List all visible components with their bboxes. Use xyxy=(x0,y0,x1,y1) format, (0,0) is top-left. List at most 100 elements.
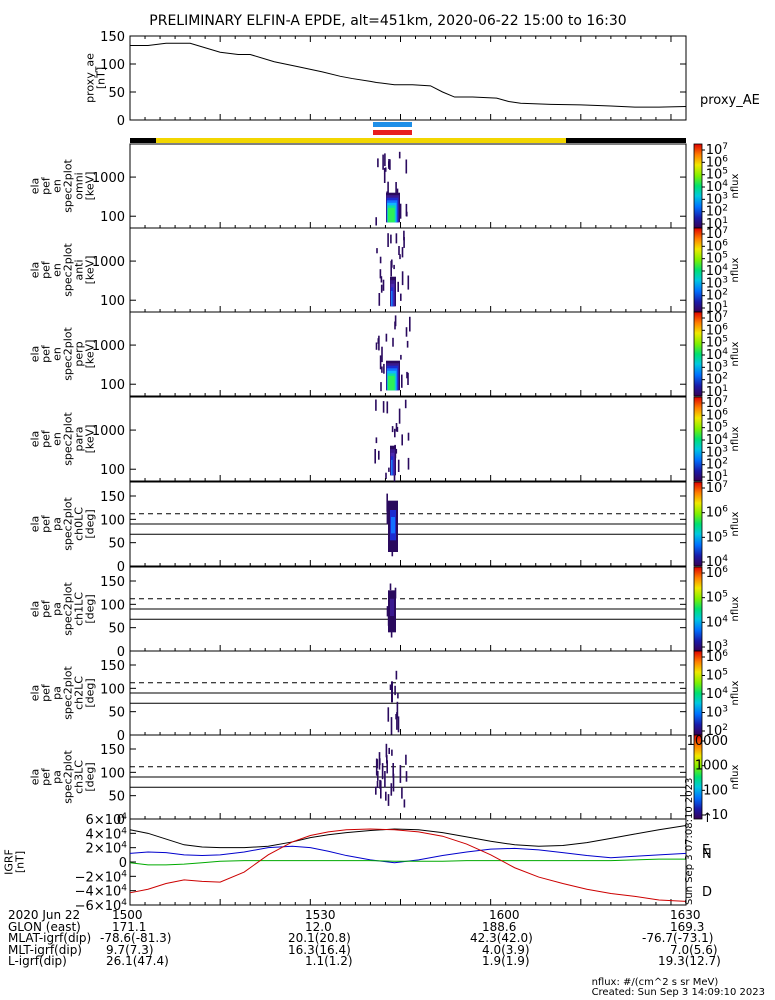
axis-label-line: anti xyxy=(73,259,86,280)
nflux-units: nflux: #/(cm^2 s sr MeV) xyxy=(591,977,719,988)
footer-row-label: L-igrf(dip) xyxy=(8,954,67,968)
colorbar-tick-label: 101 xyxy=(706,384,728,400)
axis-label-line: pa xyxy=(51,686,64,700)
colorbar-tick-label: 1000 xyxy=(695,759,728,774)
panel-frame xyxy=(129,227,687,313)
spectrogram-cell xyxy=(391,749,393,756)
spectrogram-cell xyxy=(387,794,390,806)
colorbar xyxy=(693,566,703,652)
colorbar-tick-label: 104 xyxy=(706,263,729,279)
spectrogram-cell xyxy=(378,752,381,770)
colorbar-tick-label: 105 xyxy=(706,529,728,545)
spectrogram-cell xyxy=(395,233,398,244)
spectrogram-cell xyxy=(398,246,400,255)
colorbar-tick-label: 104 xyxy=(706,347,729,363)
axis-label-line: pef xyxy=(40,429,53,448)
axis-label-line: spec2plot xyxy=(62,582,75,636)
spectrogram-cell xyxy=(384,771,386,788)
time-tick-1600: 1600 xyxy=(489,908,520,922)
footer-value: 1.9(1.9) xyxy=(482,954,530,968)
spectrogram-core xyxy=(391,290,393,307)
axis-label-line: ch3LC xyxy=(73,760,86,794)
spectrogram-cell xyxy=(387,233,389,247)
colorbar-label-text: nflux xyxy=(730,511,741,536)
colorbar-tick-label: 107 xyxy=(706,226,728,242)
colorbar-tick-label: 102 xyxy=(706,457,728,473)
spectrogram-cell xyxy=(397,716,400,733)
spectrogram-cell xyxy=(395,714,397,720)
spectrogram-cell xyxy=(393,471,396,486)
spectrogram-cell xyxy=(379,355,382,370)
spectrogram-cell xyxy=(381,366,383,373)
spectrogram-cell xyxy=(379,269,382,279)
spectrogram-cell xyxy=(374,449,376,464)
colorbar-tick-label: 103 xyxy=(706,275,728,291)
footer-value: 9.7(7.3) xyxy=(106,942,154,957)
y-tick-label: 1000 xyxy=(92,255,125,270)
colorbar-label-text: nflux xyxy=(730,764,741,789)
colorbar-label: nflux xyxy=(730,680,741,705)
spectrogram-cell xyxy=(380,780,382,799)
time-tick-1500: 1500 xyxy=(112,908,143,922)
y-tick-label: 2×104 xyxy=(86,841,128,857)
axis-label-line: pef xyxy=(40,176,53,195)
spectrogram-cell xyxy=(391,259,393,268)
spectrogram-cell xyxy=(400,354,402,360)
spectrogram-cell xyxy=(409,316,411,332)
spectrogram-cell xyxy=(399,765,402,783)
spectrogram-cell xyxy=(390,783,393,796)
axis-label-line: ela xyxy=(29,262,42,279)
spectrogram-cell xyxy=(380,382,382,392)
spectrogram-cell xyxy=(383,168,386,174)
axis-label-line: ela xyxy=(29,346,42,363)
y-tick-label: 100 xyxy=(100,294,125,309)
footer-value: 4.0(3.9) xyxy=(482,942,530,957)
colorbar-tick-label: 103 xyxy=(706,639,728,655)
axis-label-line: en xyxy=(51,179,64,193)
y-tick-label: 0 xyxy=(117,560,125,575)
y-tick-label: 1000 xyxy=(92,339,125,354)
spectrogram-cell xyxy=(388,747,390,754)
axis-label-line: en xyxy=(51,432,64,446)
spectrogram-cell xyxy=(390,234,392,244)
igrf-end-label: ↑ xyxy=(702,811,713,826)
colorbar-tick-label: 104 xyxy=(706,554,729,570)
spectrogram-core xyxy=(391,459,393,476)
y-tick-label: 150 xyxy=(100,30,125,45)
spectrogram-cell xyxy=(406,371,408,379)
axis-label-line: [keV] xyxy=(84,256,97,285)
colorbar-label: nflux xyxy=(730,426,741,451)
colorbar-tick-label: 106 xyxy=(706,407,729,423)
y-tick-label: 50 xyxy=(108,622,125,637)
footer-value: -78.6(-81.3) xyxy=(100,931,172,945)
spectrogram-cell xyxy=(397,459,400,472)
spectrogram-cell xyxy=(395,670,398,680)
spectrogram-cell xyxy=(401,374,403,388)
colorbar-tick-label: 106 xyxy=(706,154,729,170)
axis-label-line: pef xyxy=(40,514,53,533)
y-tick-label: 150 xyxy=(100,659,125,674)
proxy-ae-line xyxy=(130,42,687,108)
y-tick-label: 100 xyxy=(100,513,125,528)
y-tick-label: 100 xyxy=(100,210,125,225)
spectrogram-cell xyxy=(387,707,390,722)
spectrogram-cell xyxy=(381,346,383,363)
spectrogram-cell xyxy=(395,423,398,432)
axis-label-line: IGRF xyxy=(3,849,16,875)
footer-value: 42.3(42.0) xyxy=(470,931,533,945)
spectrogram-cell xyxy=(391,426,394,433)
spectrogram-cell xyxy=(384,153,386,167)
spectrogram-cell xyxy=(385,743,388,758)
colorbar-tick-label: 10000 xyxy=(687,734,728,749)
colorbar-tick-label: 106 xyxy=(706,565,729,581)
y-tick-label: 0 xyxy=(117,729,125,744)
axis-label-line: spec2plot xyxy=(62,159,75,213)
credit-block: nflux: #/(cm^2 s sr MeV) Created: Sun Se… xyxy=(592,978,765,998)
axis-label-line: ela xyxy=(29,516,42,533)
igrf-series-3 xyxy=(129,828,687,902)
